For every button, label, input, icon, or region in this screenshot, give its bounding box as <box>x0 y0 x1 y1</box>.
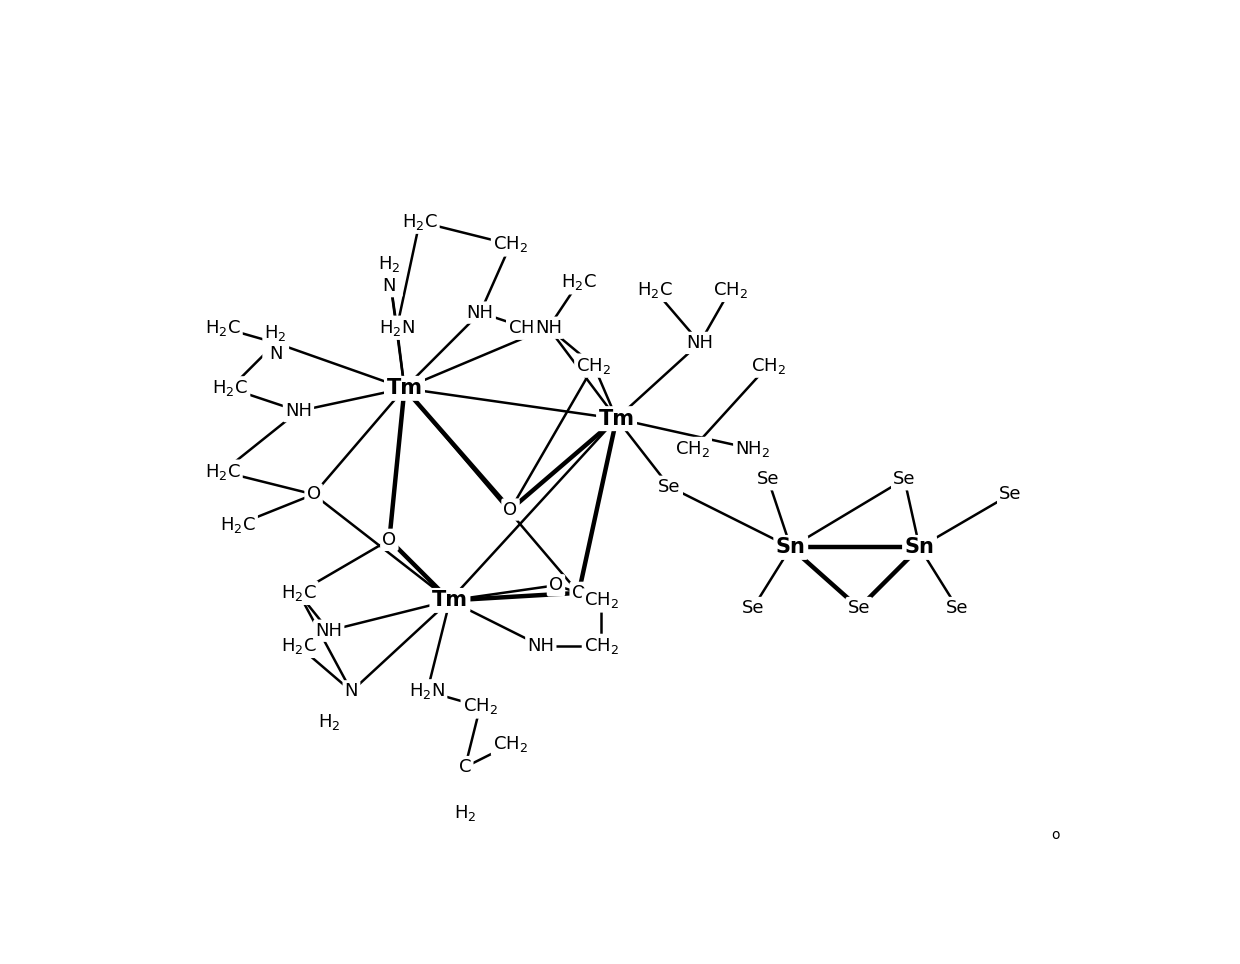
Text: CH$_2$: CH$_2$ <box>713 280 748 300</box>
Text: H$_2$C: H$_2$C <box>402 212 438 231</box>
Text: H$_2$C: H$_2$C <box>636 280 672 300</box>
Text: CH$_2$: CH$_2$ <box>508 318 543 337</box>
Text: Se: Se <box>658 478 681 495</box>
Text: N: N <box>345 683 358 700</box>
Text: C: C <box>459 758 471 776</box>
Text: Sn: Sn <box>776 537 806 557</box>
Text: NH: NH <box>315 622 342 640</box>
Text: CH$_2$: CH$_2$ <box>675 439 709 459</box>
Text: H$_2$
N: H$_2$ N <box>378 254 401 295</box>
Text: CH$_2$: CH$_2$ <box>494 234 528 254</box>
Text: O: O <box>306 486 321 503</box>
Text: Tm: Tm <box>432 590 467 610</box>
Text: CH$_2$: CH$_2$ <box>577 356 611 376</box>
Text: H$_2$N: H$_2$N <box>379 318 415 337</box>
Text: CH$_2$: CH$_2$ <box>750 356 786 376</box>
Text: H$_2$
N: H$_2$ N <box>264 323 286 363</box>
Text: O: O <box>572 584 585 602</box>
Text: NH: NH <box>527 637 554 655</box>
Text: CH$_2$: CH$_2$ <box>463 696 497 716</box>
Text: Sn: Sn <box>905 537 935 557</box>
Text: Se: Se <box>742 599 764 617</box>
Text: O: O <box>382 531 397 549</box>
Text: CH$_2$: CH$_2$ <box>584 636 619 656</box>
Text: Se: Se <box>893 470 915 488</box>
Text: H$_2$: H$_2$ <box>454 802 476 822</box>
Text: NH: NH <box>687 334 713 352</box>
Text: O: O <box>549 576 563 594</box>
Text: O: O <box>503 500 517 519</box>
Text: H$_2$: H$_2$ <box>317 711 340 732</box>
Text: Se: Se <box>946 599 968 617</box>
Text: Se: Se <box>848 599 870 617</box>
Text: H$_2$C: H$_2$C <box>205 318 241 337</box>
Text: H$_2$C: H$_2$C <box>280 583 316 602</box>
Text: Se: Se <box>756 470 779 488</box>
Text: H$_2$C: H$_2$C <box>280 636 316 656</box>
Text: H$_2$C: H$_2$C <box>205 462 241 482</box>
Text: Tm: Tm <box>599 409 635 429</box>
Text: o: o <box>1052 828 1060 843</box>
Text: H$_2$C: H$_2$C <box>219 515 255 535</box>
Text: NH: NH <box>285 402 312 420</box>
Text: Tm: Tm <box>387 378 423 398</box>
Text: H$_2$C: H$_2$C <box>560 272 596 292</box>
Text: H$_2$C: H$_2$C <box>212 378 248 398</box>
Text: CH$_2$: CH$_2$ <box>494 735 528 755</box>
Text: Se: Se <box>999 486 1022 503</box>
Text: H$_2$N: H$_2$N <box>409 682 445 702</box>
Text: NH: NH <box>466 304 494 322</box>
Text: NH: NH <box>534 319 562 336</box>
Text: NH$_2$: NH$_2$ <box>735 439 770 459</box>
Text: CH$_2$: CH$_2$ <box>584 590 619 610</box>
